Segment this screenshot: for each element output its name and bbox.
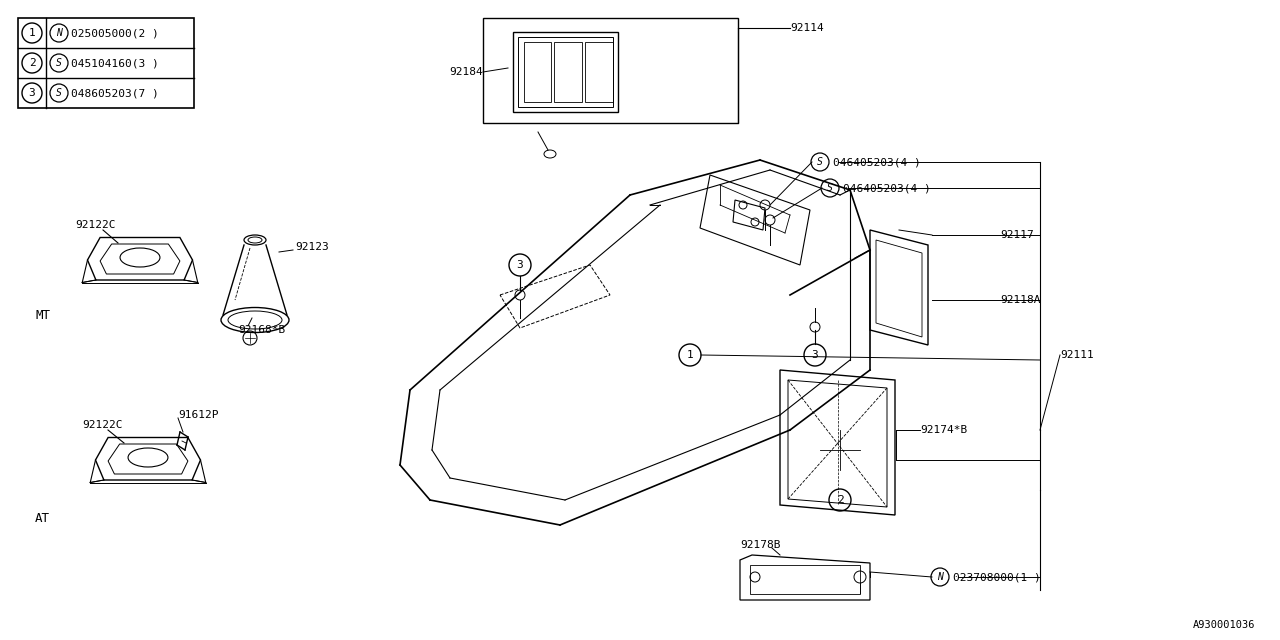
Text: 025005000(2 ): 025005000(2 ) <box>70 28 159 38</box>
Text: 92122C: 92122C <box>82 420 123 430</box>
Text: A930001036: A930001036 <box>1193 620 1254 630</box>
Text: 92111: 92111 <box>1060 350 1093 360</box>
Text: N: N <box>937 572 943 582</box>
Text: 023708000(1 ): 023708000(1 ) <box>954 572 1041 582</box>
Text: 92117: 92117 <box>1000 230 1034 240</box>
Bar <box>18 18 195 108</box>
Text: 92184: 92184 <box>449 67 483 77</box>
Text: 91612P: 91612P <box>178 410 219 420</box>
Text: S: S <box>827 183 833 193</box>
Text: 92168*B: 92168*B <box>238 325 285 335</box>
Text: 046405203(4 ): 046405203(4 ) <box>844 183 931 193</box>
Text: 1: 1 <box>686 350 694 360</box>
Text: 92122C: 92122C <box>76 220 115 230</box>
Bar <box>750 565 860 594</box>
Text: MT: MT <box>35 308 50 321</box>
Bar <box>554 42 582 102</box>
Text: 92174*B: 92174*B <box>920 425 968 435</box>
Text: 92178B: 92178B <box>740 540 781 550</box>
Bar <box>524 42 552 102</box>
Text: S: S <box>56 58 61 68</box>
Text: 3: 3 <box>28 88 36 98</box>
Text: S: S <box>817 157 823 167</box>
Text: 048605203(7 ): 048605203(7 ) <box>70 88 159 98</box>
Text: 045104160(3 ): 045104160(3 ) <box>70 58 159 68</box>
Bar <box>585 42 613 102</box>
Text: 3: 3 <box>517 260 524 270</box>
Text: 2: 2 <box>837 495 844 505</box>
Text: 046405203(4 ): 046405203(4 ) <box>833 157 920 167</box>
Text: 92123: 92123 <box>294 242 329 252</box>
Text: AT: AT <box>35 511 50 525</box>
Text: 92118A: 92118A <box>1000 295 1041 305</box>
Bar <box>483 18 739 123</box>
Text: 2: 2 <box>28 58 36 68</box>
Text: 3: 3 <box>812 350 818 360</box>
Bar <box>517 37 613 107</box>
Text: N: N <box>56 28 61 38</box>
Text: 92114: 92114 <box>790 23 824 33</box>
Text: 1: 1 <box>28 28 36 38</box>
Text: S: S <box>56 88 61 98</box>
